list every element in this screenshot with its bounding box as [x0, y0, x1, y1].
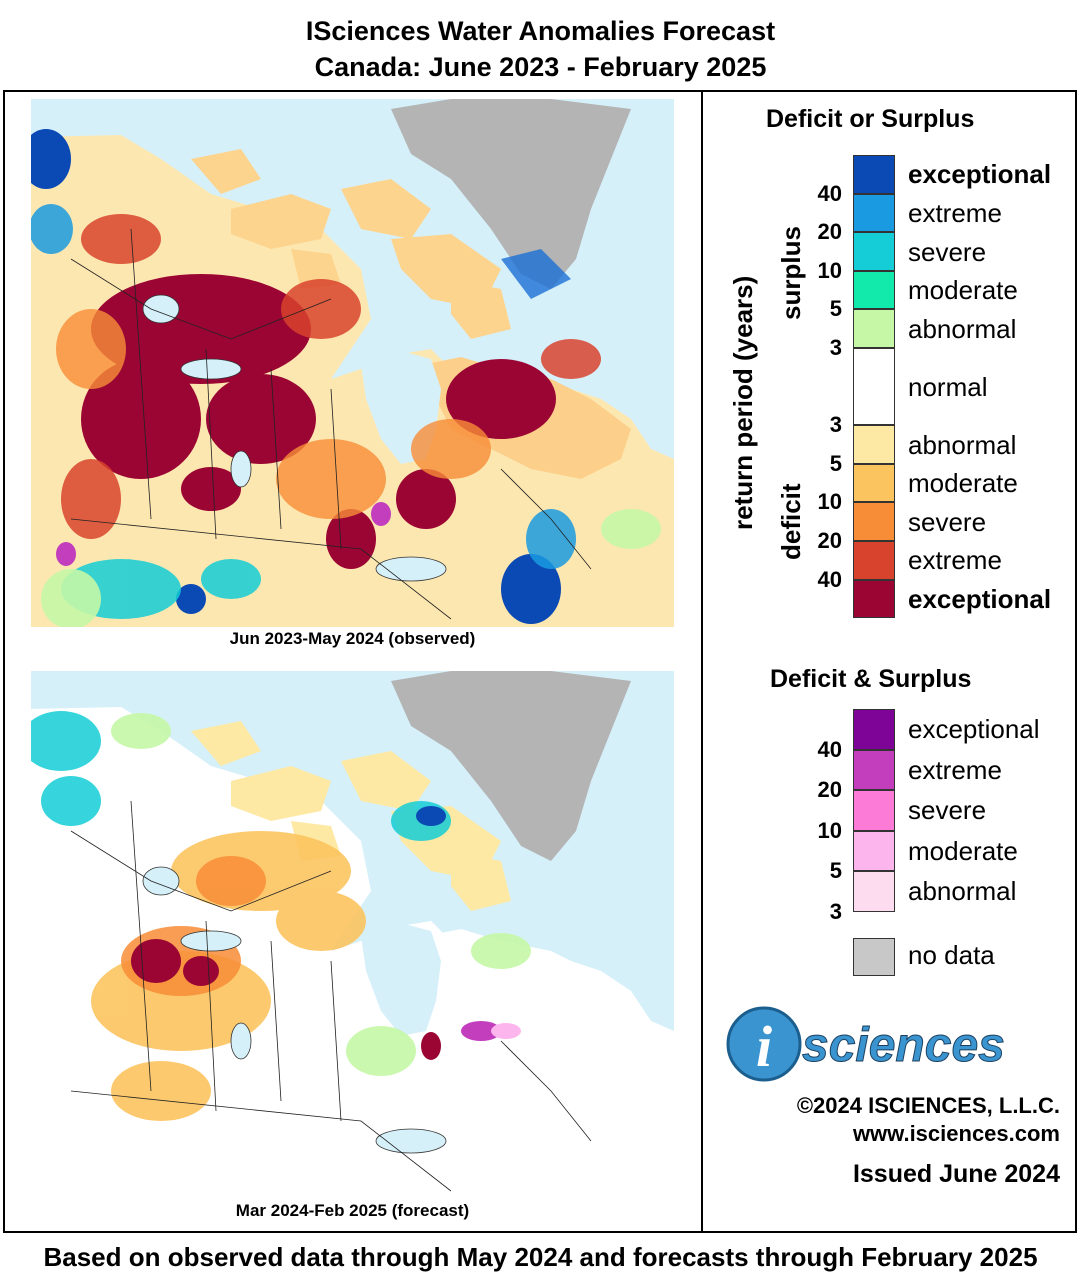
surplus-severe-label: severe — [908, 236, 987, 267]
copyright: ©2024 ISCIENCES, L.L.C. — [796, 1093, 1060, 1118]
both-exceptional-swatch — [853, 709, 895, 750]
surplus-exceptional-label: exceptional — [908, 159, 1052, 190]
deficit-tick-3: 3 — [829, 412, 842, 438]
surplus-extreme-label: extreme — [908, 197, 1002, 228]
deficit-exceptional-label: exceptional — [908, 583, 1052, 614]
arctic-islands — [191, 149, 511, 339]
deficit-moderate-swatch — [853, 463, 895, 503]
both-tick-5: 5 — [829, 858, 842, 883]
both-moderate-swatch — [853, 830, 895, 871]
both-exceptional-label: exceptional — [908, 714, 1040, 745]
frame-divider — [701, 90, 703, 1233]
surplus-extreme-swatch — [853, 193, 895, 233]
deficit-tick-5: 5 — [829, 450, 842, 476]
greenland — [391, 99, 631, 289]
legend-both-title: Deficit & Surplus — [770, 665, 972, 693]
no-data-label: no data — [908, 940, 995, 970]
issued-date: Issued June 2024 — [852, 1160, 1060, 1188]
both-extreme-swatch — [853, 749, 895, 790]
website-link[interactable]: www.isciences.com — [852, 1121, 1060, 1146]
normal-swatch — [853, 348, 895, 426]
logo-mark: i — [756, 1014, 772, 1079]
title-line-1: ISciences Water Anomalies Forecast — [305, 16, 776, 46]
arctic-islands — [191, 721, 511, 911]
map-observed — [31, 99, 674, 627]
main-frame — [3, 90, 1077, 1233]
deficit-exceptional-swatch — [853, 579, 895, 619]
surplus-abnormal-label: abnormal — [908, 313, 1017, 344]
deficit-extreme-label: extreme — [908, 545, 1002, 576]
deficit-moderate-label: moderate — [908, 468, 1018, 499]
greenland — [391, 671, 631, 861]
normal-label: normal — [908, 371, 988, 402]
deficit-tick-20: 20 — [817, 528, 842, 553]
hudson-bay — [361, 923, 441, 1036]
surplus-tick-40: 40 — [817, 180, 842, 206]
surplus-tick-3: 3 — [829, 335, 842, 360]
surplus-abnormal-swatch — [853, 309, 895, 348]
both-severe-swatch — [853, 790, 895, 831]
surplus-tick-5: 5 — [829, 296, 842, 322]
both-severe-label: severe — [908, 795, 987, 826]
both-abnormal-swatch — [853, 871, 895, 912]
legend-title: Deficit or Surplus — [766, 105, 975, 133]
deficit-abnormal-swatch — [853, 425, 895, 464]
footer-note: Based on observed data through May 2024 … — [43, 1242, 1038, 1272]
surplus-tick-10: 10 — [817, 257, 842, 283]
surplus-moderate-swatch — [853, 270, 895, 310]
caption-observed: Jun 2023-May 2024 (observed) — [229, 629, 476, 648]
caption-forecast: Mar 2024-Feb 2025 (forecast) — [235, 1201, 470, 1220]
deficit-abnormal-label: abnormal — [908, 429, 1017, 460]
title-line-2: Canada: June 2023 - February 2025 — [314, 52, 767, 82]
legend-axis-label: return period (years) — [728, 275, 758, 530]
both-extreme-label: extreme — [908, 754, 1002, 785]
surplus-exceptional-swatch — [853, 155, 895, 194]
deficit-severe-swatch — [853, 502, 895, 541]
map-forecast — [31, 671, 674, 1199]
logo-text: sciences — [802, 1019, 1005, 1072]
isciences-logo: i sciences — [722, 1003, 1067, 1085]
surplus-moderate-label: moderate — [908, 275, 1018, 306]
both-tick-40: 40 — [817, 736, 842, 762]
both-moderate-label: moderate — [908, 835, 1018, 866]
both-tick-20: 20 — [817, 777, 842, 802]
surplus-tick-20: 20 — [817, 219, 842, 245]
both-abnormal-label: abnormal — [908, 876, 1017, 907]
deficit-severe-label: severe — [908, 506, 987, 537]
no-data-swatch — [853, 938, 895, 976]
both-tick-3: 3 — [829, 898, 842, 924]
both-tick-10: 10 — [817, 817, 842, 843]
deficit-tick-40: 40 — [817, 566, 842, 592]
deficit-extreme-swatch — [853, 541, 895, 580]
surplus-severe-swatch — [853, 232, 895, 271]
deficit-tick-10: 10 — [817, 489, 842, 515]
